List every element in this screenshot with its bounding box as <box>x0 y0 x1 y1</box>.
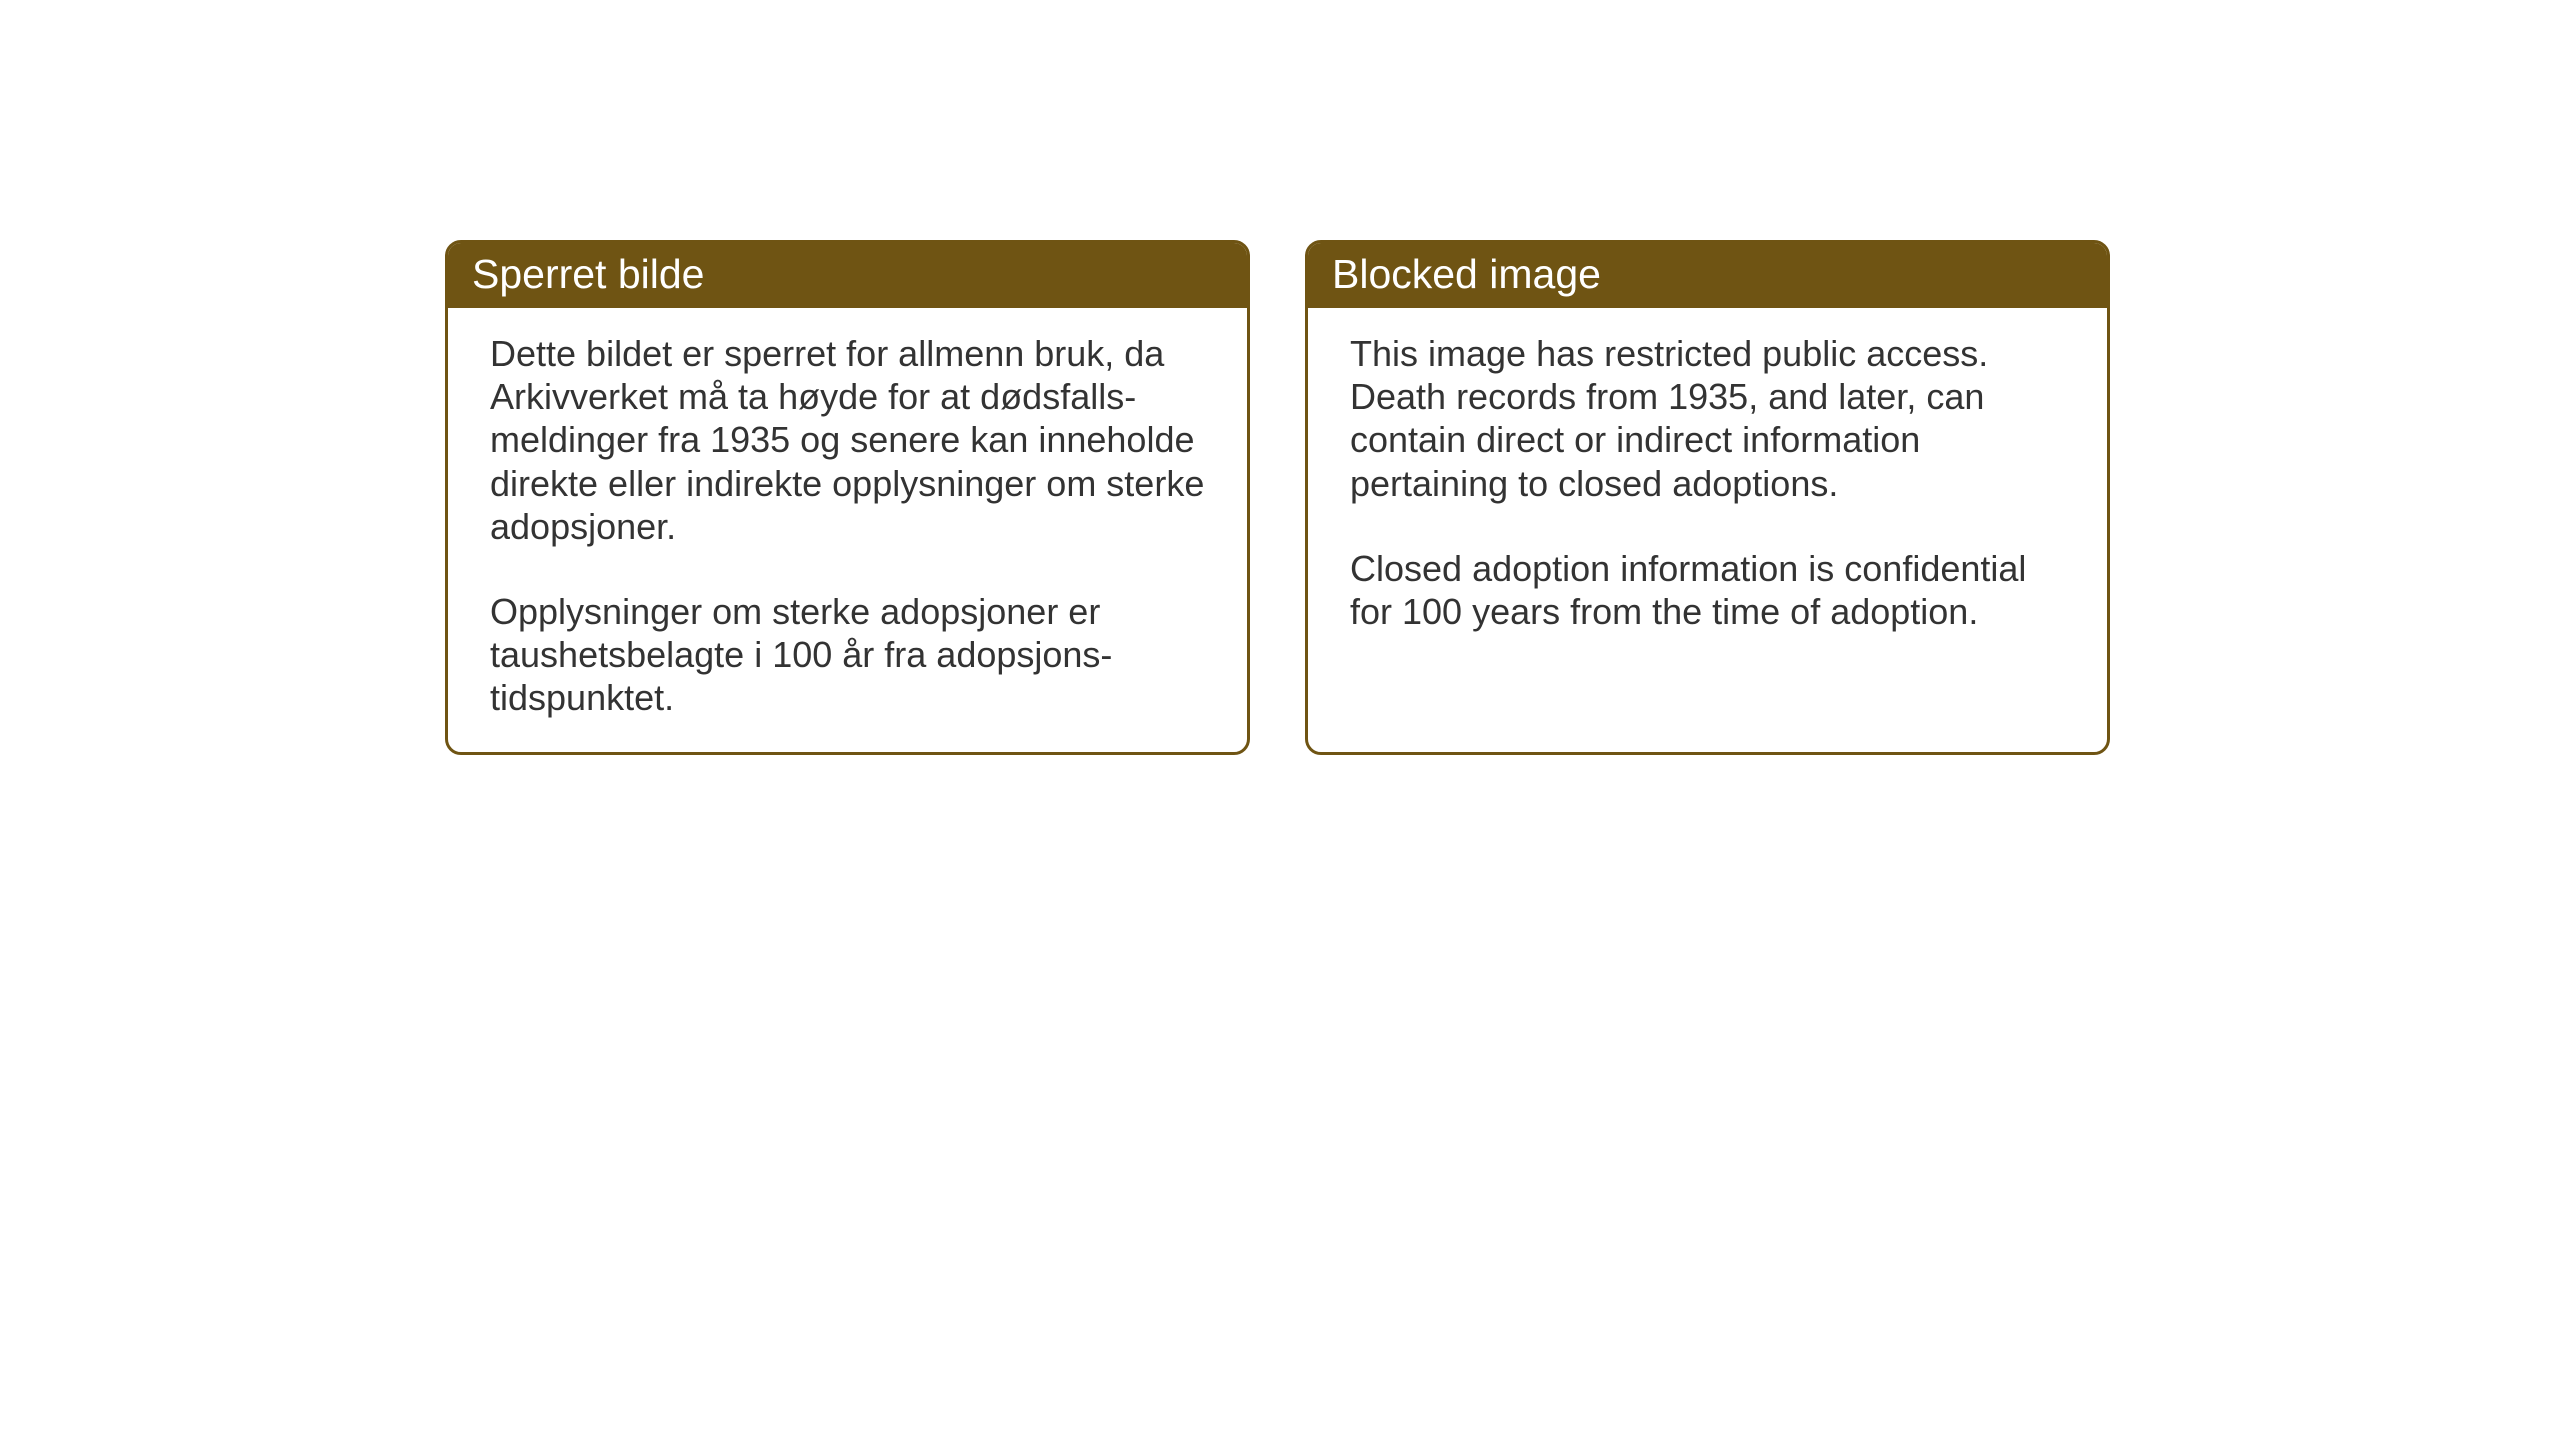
card-header-norwegian: Sperret bilde <box>448 243 1247 308</box>
card-title-english: Blocked image <box>1332 251 1601 297</box>
card-paragraph: Dette bildet er sperret for allmenn bruk… <box>490 332 1205 548</box>
card-norwegian: Sperret bilde Dette bildet er sperret fo… <box>445 240 1250 755</box>
cards-container: Sperret bilde Dette bildet er sperret fo… <box>445 240 2110 755</box>
card-title-norwegian: Sperret bilde <box>472 251 704 297</box>
card-body-english: This image has restricted public access.… <box>1308 308 2107 718</box>
card-header-english: Blocked image <box>1308 243 2107 308</box>
card-english: Blocked image This image has restricted … <box>1305 240 2110 755</box>
card-paragraph: Opplysninger om sterke adopsjoner er tau… <box>490 590 1205 720</box>
card-body-norwegian: Dette bildet er sperret for allmenn bruk… <box>448 308 1247 752</box>
card-paragraph: Closed adoption information is confident… <box>1350 547 2065 633</box>
card-paragraph: This image has restricted public access.… <box>1350 332 2065 505</box>
